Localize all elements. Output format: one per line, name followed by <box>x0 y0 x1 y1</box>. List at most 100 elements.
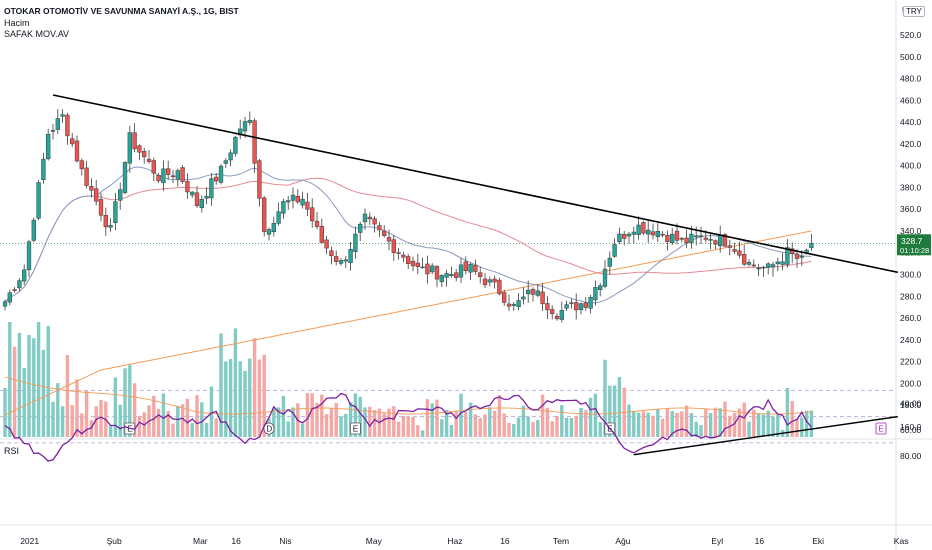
candle <box>487 279 492 283</box>
price-axis-label: 380.0 <box>900 182 922 192</box>
volume-bar <box>574 415 578 437</box>
volume-bar <box>550 421 554 437</box>
candle <box>50 130 56 132</box>
future-event-marker[interactable]: E <box>875 422 887 435</box>
candle <box>209 178 214 199</box>
candle <box>612 244 617 257</box>
volume-bar <box>305 393 310 437</box>
candle <box>473 264 478 272</box>
candle <box>458 264 464 278</box>
volume-bar <box>675 412 679 437</box>
volume-bar <box>492 410 497 437</box>
candle <box>742 253 747 265</box>
candle <box>319 225 324 243</box>
volume-bar <box>46 325 50 437</box>
price-axis-label: 500.0 <box>900 52 922 62</box>
volume-legend[interactable]: Hacim <box>4 18 30 28</box>
price-axis-label: 280.0 <box>900 291 922 301</box>
volume-bar <box>752 409 756 437</box>
volume-bar <box>214 418 218 437</box>
rsi-legend[interactable]: RSI <box>4 446 20 456</box>
volume-bar <box>51 401 55 437</box>
volume-bar <box>372 410 377 437</box>
volume-bar <box>56 383 60 437</box>
volume-bar <box>233 328 238 437</box>
volume-bar <box>257 359 262 437</box>
volume-bar <box>713 407 718 437</box>
candle <box>607 257 612 267</box>
time-axis-label: May <box>366 536 383 546</box>
price-axis-label: 460.0 <box>900 95 922 105</box>
candle <box>770 264 776 268</box>
candle <box>228 152 233 161</box>
candle <box>84 167 89 186</box>
candle <box>516 300 521 308</box>
time-axis-label: Ağu <box>615 536 630 546</box>
event-marker[interactable]: E <box>349 422 361 435</box>
volume-bar <box>334 402 338 437</box>
volume-bar <box>536 419 540 437</box>
candle <box>247 119 252 123</box>
candle <box>79 160 84 170</box>
candle <box>166 168 171 175</box>
volume-bar <box>406 416 410 437</box>
candle <box>266 229 272 235</box>
price-axis-label: 400.0 <box>900 161 922 171</box>
last-price-tag[interactable]: 328.701:10:28 <box>897 234 931 256</box>
candle <box>574 302 579 311</box>
volume-bar <box>3 387 7 437</box>
candle <box>31 219 36 241</box>
volume-bar <box>444 409 449 437</box>
candle <box>766 263 771 268</box>
candle <box>156 175 161 182</box>
candle <box>478 272 483 277</box>
volume-bar <box>358 396 362 437</box>
candle <box>305 201 310 210</box>
price-axis-label: 480.0 <box>900 74 922 84</box>
volume-bar <box>315 402 319 437</box>
volume-bar <box>665 408 670 437</box>
candle <box>732 249 737 252</box>
candle <box>559 310 564 320</box>
volume-bar <box>521 405 526 437</box>
candle <box>722 234 728 247</box>
candle <box>362 213 368 223</box>
volume-bar <box>526 416 530 437</box>
candle <box>646 229 651 235</box>
volume-bar <box>776 414 780 437</box>
candle <box>511 304 516 306</box>
moving-average-legend[interactable]: SAFAK MOV.AV <box>4 29 70 39</box>
candle <box>497 279 502 295</box>
candle <box>785 247 790 265</box>
time-axis-label: Kas <box>894 536 909 546</box>
event-marker-box <box>263 422 275 435</box>
volume-bar <box>771 416 775 437</box>
candle <box>41 158 46 181</box>
candle <box>761 266 766 269</box>
volume-ma-line <box>4 376 812 415</box>
currency-badge[interactable]: TRY <box>903 6 925 17</box>
volume-bar <box>761 414 766 437</box>
volume-bar <box>756 413 761 437</box>
volume-bar <box>809 410 814 437</box>
candle <box>324 239 329 249</box>
candle <box>578 303 584 311</box>
volume-bar <box>281 396 286 437</box>
candle <box>588 297 593 309</box>
candle <box>2 301 8 307</box>
price-axis-label: 200.0 <box>900 378 922 388</box>
symbol-title[interactable]: OTOKAR OTOMOTİV VE SAVUNMA SANAYİ A.Ş., … <box>4 6 239 16</box>
candle <box>684 237 689 244</box>
volume-bar <box>329 408 334 437</box>
volume-bar <box>603 359 607 437</box>
volume-bar <box>344 413 348 437</box>
candle <box>175 170 180 180</box>
candle <box>708 239 713 241</box>
volume-bar <box>766 410 770 437</box>
volume-bar <box>680 411 684 437</box>
candle <box>257 160 262 199</box>
price-axis-label: 220.0 <box>900 357 922 367</box>
volume-bar <box>75 379 79 437</box>
event-marker[interactable]: D <box>263 422 275 435</box>
